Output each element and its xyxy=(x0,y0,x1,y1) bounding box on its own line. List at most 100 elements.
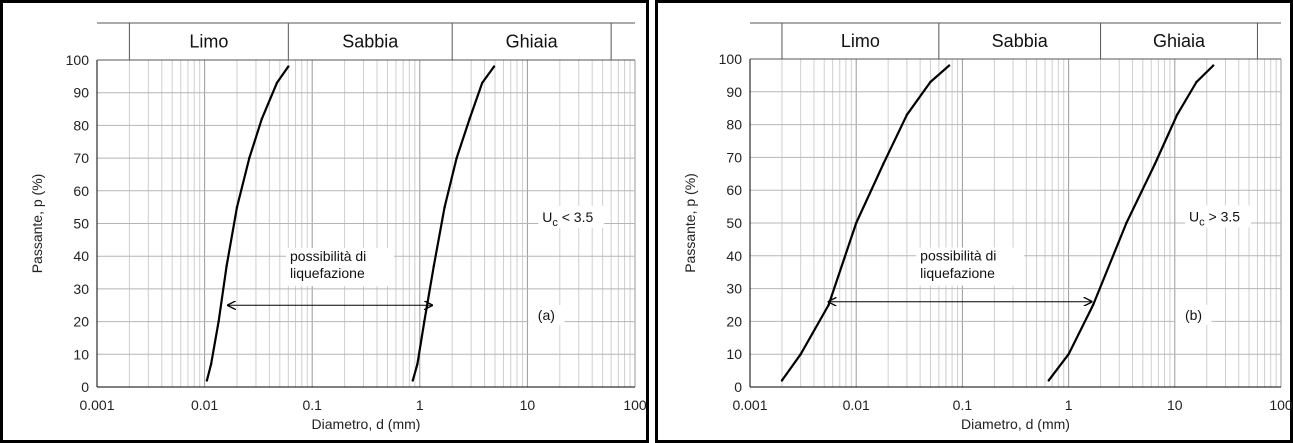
panel-label: (a) xyxy=(538,307,555,323)
band-label-ghiaia: Ghiaia xyxy=(506,32,559,52)
y-axis-title: Passante, p (%) xyxy=(682,173,698,273)
x-tick-label: 0.01 xyxy=(191,397,218,413)
chart-panel-b: Limo Sabbia Ghiaia 0 10 20 30 40 50 60 70 80 90 100 0.… xyxy=(655,0,1293,443)
data-point xyxy=(468,117,471,121)
data-point xyxy=(225,264,228,268)
data-point xyxy=(217,320,220,323)
data-point xyxy=(1125,221,1128,225)
data-point xyxy=(905,113,909,116)
liquefaction-label-line1: possibilità di xyxy=(920,248,996,264)
gradation-chart-b: Limo Sabbia Ghiaia 0 10 20 30 40 50 60 70 80 90 100 0.… xyxy=(682,22,1293,432)
y-tick-label: 70 xyxy=(726,149,742,165)
y-tick-label: 70 xyxy=(73,150,89,166)
y-tick-label: 80 xyxy=(73,117,89,133)
data-point xyxy=(1153,162,1157,166)
uc-condition: > 3.5 xyxy=(1205,208,1241,224)
chart-panel-a: Limo Sabbia Ghiaia 0 10 20 30 40 50 60 70 80 90 100 0.… xyxy=(0,0,649,443)
data-point xyxy=(827,303,830,307)
data-point xyxy=(455,156,458,160)
x-axis-title: Diametro, d (mm) xyxy=(312,416,421,432)
x-tick-label: 0.001 xyxy=(79,397,114,413)
data-point xyxy=(480,81,484,85)
panel-label-bg xyxy=(528,304,565,325)
data-point xyxy=(423,320,426,323)
x-tick-label: 0.1 xyxy=(302,397,322,413)
uc-subscript: c xyxy=(1199,216,1205,228)
data-point xyxy=(248,156,251,160)
x-tick-label: 0.01 xyxy=(843,397,870,413)
band-label-limo: Limo xyxy=(841,31,880,51)
gradation-curve-coarse xyxy=(1047,64,1214,382)
panel-label: (b) xyxy=(1185,307,1202,323)
data-point xyxy=(1067,353,1070,356)
data-point xyxy=(947,64,951,67)
liquefaction-label-line2: liquefazione xyxy=(920,265,995,281)
y-tick-label: 20 xyxy=(73,314,89,330)
liquefaction-label-bg xyxy=(286,248,395,287)
y-tick-label: 80 xyxy=(726,117,742,133)
uniformity-coefficient-label: Uc > 3.5 xyxy=(1189,208,1240,228)
uc-symbol: U xyxy=(1189,208,1199,224)
y-tick-label: 10 xyxy=(73,346,89,362)
y-tick-label: 90 xyxy=(73,85,89,101)
data-point xyxy=(1212,64,1215,67)
y-tick-label: 40 xyxy=(726,248,742,264)
y-tick-label: 100 xyxy=(66,52,90,68)
data-point xyxy=(1175,113,1179,116)
data-point xyxy=(260,117,263,121)
band-label-limo: Limo xyxy=(189,32,228,52)
liquefaction-label-line1: possibilità di xyxy=(290,248,366,264)
y-axis-title: Passante, p (%) xyxy=(29,174,45,274)
soil-class-bands: Limo Sabbia Ghiaia xyxy=(97,22,635,61)
data-point xyxy=(205,379,209,382)
x-tick-label: 100 xyxy=(623,397,647,413)
band-label-ghiaia: Ghiaia xyxy=(1153,31,1206,51)
x-tick-label: 10 xyxy=(1167,397,1183,413)
y-tick-label: 0 xyxy=(734,379,742,395)
x-tick-label: 0.1 xyxy=(953,397,973,413)
uc-symbol: U xyxy=(542,209,552,225)
data-point xyxy=(929,80,932,84)
data-point xyxy=(443,205,446,209)
data-point xyxy=(492,65,496,68)
soil-class-bands: Limo Sabbia Ghiaia xyxy=(750,22,1281,60)
gradation-curve-fine xyxy=(781,64,950,382)
band-label-sabbia: Sabbia xyxy=(342,32,399,52)
y-tick-label: 50 xyxy=(726,215,742,231)
y-tick-label: 0 xyxy=(81,379,89,395)
y-tick-label: 100 xyxy=(719,51,743,67)
liquefaction-label-line2: liquefazione xyxy=(290,265,365,281)
uc-label-bg xyxy=(1185,205,1252,228)
uc-label-bg xyxy=(538,205,605,228)
data-point xyxy=(855,221,858,225)
x-tick-label: 1 xyxy=(416,397,424,413)
uc-subscript: c xyxy=(552,217,558,229)
y-tick-label: 50 xyxy=(73,216,89,232)
data-point xyxy=(780,379,784,382)
data-point xyxy=(411,379,414,382)
data-point xyxy=(882,162,885,166)
data-point xyxy=(432,264,436,268)
data-point xyxy=(235,205,239,209)
x-axis-title: Diametro, d (mm) xyxy=(961,416,1070,432)
x-tick-label: 1 xyxy=(1065,397,1073,413)
liquefaction-label-bg xyxy=(916,247,1025,286)
data-point xyxy=(416,362,419,366)
band-label-sabbia: Sabbia xyxy=(992,31,1049,51)
y-tick-label: 90 xyxy=(726,84,742,100)
x-tick-label: 0.001 xyxy=(732,397,767,413)
x-tick-label: 100 xyxy=(1269,397,1293,413)
y-tick-label: 60 xyxy=(726,182,742,198)
data-point xyxy=(287,65,290,68)
panel-label-bg xyxy=(1175,304,1212,325)
y-tick-label: 10 xyxy=(726,346,742,362)
y-tick-label: 30 xyxy=(73,281,89,297)
y-tick-label: 40 xyxy=(73,248,89,264)
data-point xyxy=(1195,80,1198,84)
x-tick-label: 10 xyxy=(520,397,536,413)
data-point xyxy=(275,81,279,85)
uc-condition: < 3.5 xyxy=(558,209,594,225)
y-tick-label: 30 xyxy=(726,281,742,297)
data-point xyxy=(209,362,213,366)
data-point xyxy=(799,353,802,356)
